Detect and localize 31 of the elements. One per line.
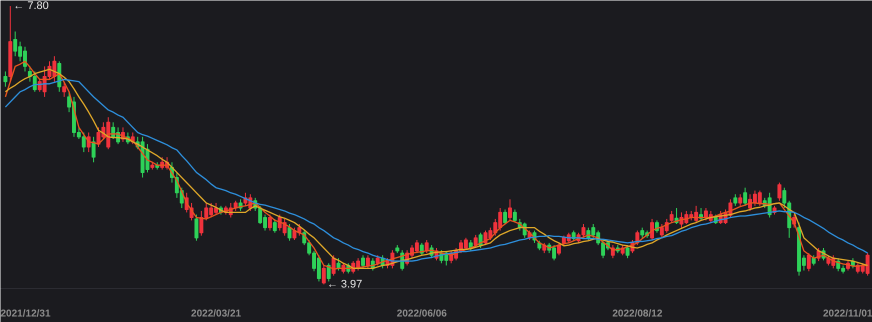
candlestick [812, 254, 816, 266]
candlestick [626, 244, 630, 259]
candlestick [557, 242, 561, 256]
x-tick-label: 2022/06/06 [396, 308, 448, 320]
candlestick [322, 264, 326, 285]
x-tick-label: 2021/12/31 [0, 308, 51, 320]
candlestick [733, 194, 738, 206]
candlestick [650, 218, 654, 241]
candlestick [743, 187, 748, 206]
candlestick [361, 254, 365, 269]
candlestick [92, 136, 96, 163]
candlestick [62, 81, 66, 98]
candlestick [512, 208, 517, 224]
candlestick [503, 208, 508, 225]
candlestick [272, 218, 277, 234]
candlestick [806, 252, 811, 272]
candlestick [288, 224, 292, 242]
candlestick [268, 214, 272, 232]
x-tick-label: 2022/11/01 [823, 308, 872, 320]
annotation: ← 7.80 [13, 0, 49, 12]
candlestick [777, 182, 782, 202]
annotation: ← 3.97 [326, 278, 362, 290]
candlestick [366, 254, 370, 269]
candlestick [376, 254, 380, 266]
x-tick-label: 2022/08/12 [612, 308, 663, 320]
candlestick [3, 70, 8, 88]
candlestick [670, 210, 674, 224]
candlestick [508, 198, 512, 221]
x-tick-label: 2022/03/21 [191, 308, 242, 320]
candlestick [194, 214, 198, 242]
candlestick [738, 194, 742, 206]
